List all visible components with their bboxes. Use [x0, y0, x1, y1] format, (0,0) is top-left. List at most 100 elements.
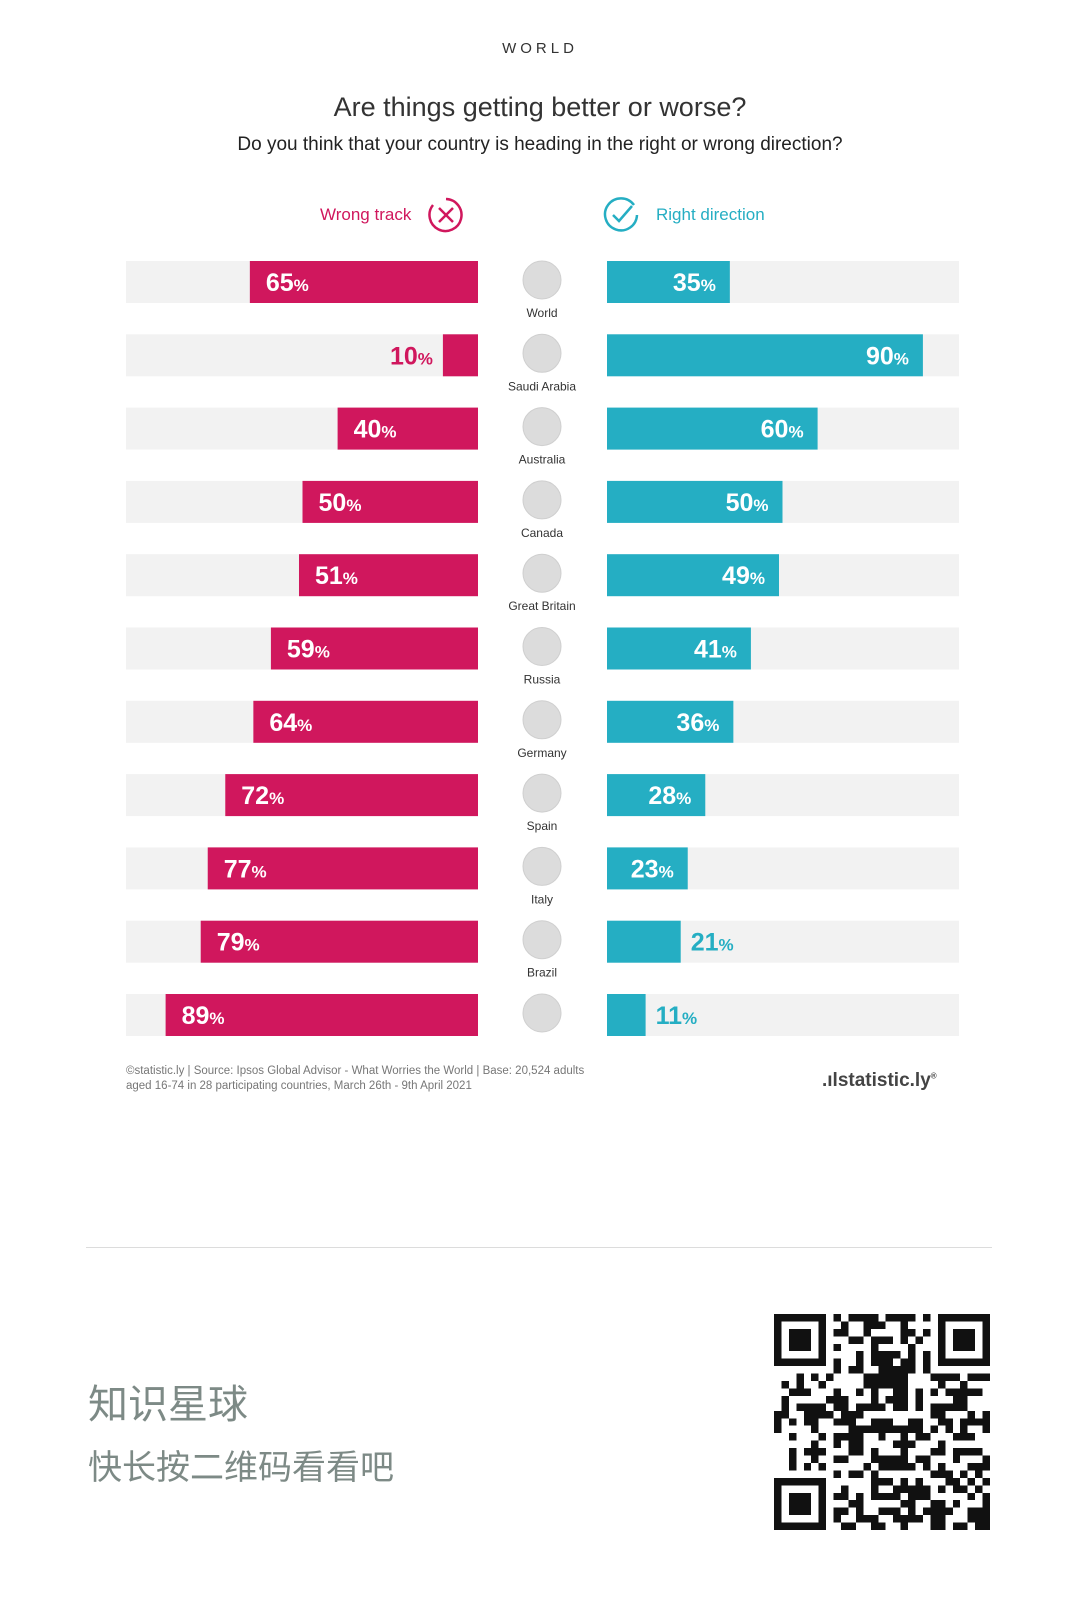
qr-module: [833, 1418, 842, 1426]
qr-module: [982, 1425, 990, 1434]
label-right-direction: 50%: [726, 489, 769, 517]
qr-module: [975, 1515, 983, 1523]
qr-module: [833, 1433, 842, 1441]
qr-module: [908, 1425, 916, 1434]
bar-wrong-track: [249, 261, 478, 303]
qr-module: [893, 1507, 901, 1516]
qr-module: [855, 1492, 864, 1501]
qr-module: [915, 1425, 923, 1434]
qr-module: [900, 1522, 909, 1530]
qr-module: [893, 1425, 901, 1434]
flag-icon: [522, 260, 562, 300]
qr-module: [937, 1500, 946, 1508]
qr-module: [885, 1492, 894, 1501]
qr-module: [833, 1515, 842, 1523]
qr-module: [833, 1470, 842, 1478]
qr-module: [900, 1403, 909, 1411]
label-right-direction: 28%: [648, 782, 691, 810]
flag-icon: [522, 700, 562, 740]
qr-module: [952, 1500, 961, 1508]
qr-module: [788, 1388, 797, 1396]
source-footnote: ©statistic.ly | Source: Ipsos Global Adv…: [126, 1064, 686, 1094]
qr-module: [833, 1507, 842, 1516]
label-wrong-track: 50%: [319, 489, 362, 517]
qr-module: [922, 1358, 931, 1367]
qr-module: [855, 1388, 864, 1396]
qr-module: [811, 1373, 819, 1382]
qr-module: [975, 1507, 983, 1516]
qr-module: [826, 1395, 834, 1404]
qr-module: [833, 1395, 842, 1404]
qr-module: [952, 1522, 961, 1530]
qr-finder: [774, 1522, 827, 1530]
qr-module: [967, 1492, 976, 1501]
qr-module: [803, 1462, 812, 1471]
qr-module: [945, 1403, 953, 1411]
brand-logo: .ılstatistic.ly®: [822, 1070, 937, 1092]
qr-module: [841, 1321, 849, 1329]
category-label: Canada: [521, 526, 563, 540]
qr-module: [937, 1410, 946, 1419]
qr-module: [796, 1373, 804, 1382]
qr-finder: [774, 1358, 827, 1367]
qr-module: [870, 1515, 879, 1523]
qr-module: [788, 1418, 797, 1426]
label-right-direction: 21%: [691, 929, 734, 957]
label-wrong-track: 59%: [287, 636, 330, 664]
qr-module: [781, 1395, 789, 1404]
bar-wrong-track: [253, 700, 478, 743]
qr-module: [848, 1410, 856, 1419]
qr-code[interactable]: [774, 1314, 990, 1530]
qr-module: [855, 1515, 864, 1523]
qr-module: [885, 1366, 894, 1374]
qr-module: [855, 1351, 864, 1359]
qr-module: [788, 1448, 797, 1456]
qr-module: [922, 1492, 931, 1501]
category-label: Peru: [529, 1039, 554, 1040]
label-wrong-track: 65%: [266, 269, 309, 297]
diverging-bar-chart: 65% 35% World 10% 90% Saudi Arabia 40% 60% Austr…: [126, 260, 959, 1040]
qr-module: [922, 1455, 931, 1463]
qr-module: [863, 1381, 871, 1389]
qr-module: [788, 1462, 797, 1471]
qr-module: [967, 1433, 976, 1441]
category-label: Great Britain: [508, 599, 575, 613]
qr-module: [893, 1455, 901, 1463]
kicker: WORLD: [502, 40, 578, 57]
qr-module: [900, 1462, 909, 1471]
qr-module: [878, 1507, 886, 1516]
qr-module: [975, 1470, 983, 1478]
qr-module: [848, 1314, 856, 1322]
qr-module: [930, 1410, 938, 1419]
qr-module: [952, 1373, 961, 1382]
qr-module: [818, 1462, 827, 1471]
qr-module: [967, 1410, 976, 1419]
bar-right-direction: [607, 700, 734, 743]
qr-module: [952, 1403, 961, 1411]
qr-module: [908, 1500, 916, 1508]
bar-wrong-track: [270, 627, 478, 670]
qr-module: [848, 1522, 856, 1530]
qr-module: [774, 1418, 782, 1426]
qr-module: [967, 1507, 976, 1516]
qr-module: [878, 1366, 886, 1374]
qr-module: [893, 1381, 901, 1389]
brand-mark: ®: [930, 1071, 937, 1081]
qr-module: [937, 1418, 946, 1426]
qr-module: [900, 1388, 909, 1396]
qr-module: [855, 1507, 864, 1516]
qr-module: [900, 1395, 909, 1404]
category-label: World: [526, 306, 557, 320]
qr-module: [885, 1351, 894, 1359]
qr-module: [900, 1314, 909, 1322]
qr-module: [878, 1321, 886, 1329]
qr-module: [975, 1373, 983, 1382]
qr-module: [908, 1366, 916, 1374]
qr-module: [922, 1507, 931, 1516]
qr-module: [841, 1455, 849, 1463]
qr-module: [848, 1470, 856, 1478]
qr-module: [885, 1507, 894, 1516]
qr-module: [900, 1366, 909, 1374]
qr-module: [967, 1373, 976, 1382]
qr-module: [952, 1395, 961, 1404]
